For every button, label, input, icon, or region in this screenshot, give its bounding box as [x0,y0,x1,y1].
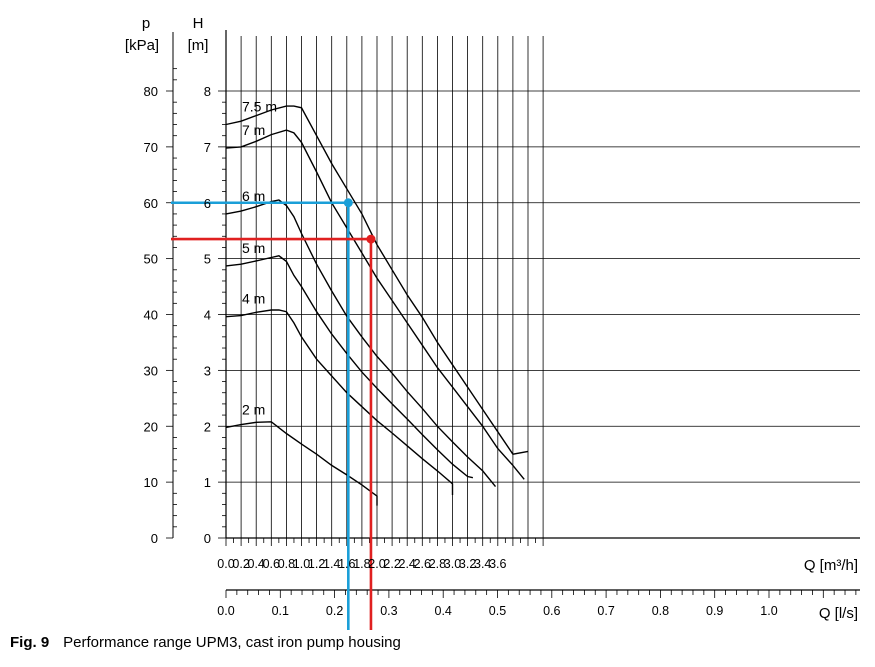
curve-label: 6 m [242,188,265,204]
pressure-axis-unit: [kPa] [125,37,159,54]
q-m3h-tick-label: 1.6 [338,557,355,571]
q-ls-tick-label: 0.1 [272,604,289,618]
curve-5-m [225,255,474,479]
curve-2-m [225,421,378,506]
q-ls-tick-label: 0.7 [597,604,614,618]
q-ls-tick-label: 1.0 [760,604,777,618]
q-m3h-tick-label: 1.2 [308,557,325,571]
q-m3h-tick-label: 0.2 [232,557,249,571]
q-m3h-tick-label: 2.0 [368,557,385,571]
head-tick-label: 0 [204,531,211,546]
q-m3h-tick-label: 0.8 [278,557,295,571]
axes [166,30,860,598]
figure-caption: Fig. 9 Performance range UPM3, cast iron … [10,634,401,651]
q-m3h-tick-label: 3.2 [459,557,476,571]
curves [225,105,529,506]
curve-label: 7 m [242,122,265,138]
grid [226,36,860,538]
curve-7-m [225,129,525,480]
head-tick-label: 4 [204,308,211,323]
head-tick-label: 1 [204,475,211,490]
performance-chart: 01234567801020304050607080p[kPa]H[m]0.00… [125,15,860,630]
head-tick-label: 2 [204,419,211,434]
labels: 01234567801020304050607080p[kPa]H[m]0.00… [125,15,858,622]
pressure-tick-label: 10 [144,475,158,490]
q-m3h-axis-label: Q [m³/h] [804,557,858,574]
q-ls-tick-label: 0.3 [380,604,397,618]
q-m3h-tick-label: 3.4 [474,557,491,571]
head-tick-label: 8 [204,84,211,99]
figure-title: Performance range UPM3, cast iron pump h… [63,634,401,651]
q-m3h-tick-label: 1.4 [323,557,340,571]
curve-label: 2 m [242,401,265,417]
head-axis-unit: [m] [188,37,209,54]
figure-number: Fig. 9 [10,634,50,651]
pressure-tick-label: 60 [144,196,158,211]
head-axis-symbol: H [193,15,204,32]
q-m3h-tick-label: 0.6 [263,557,280,571]
q-ls-axis-label: Q [l/s] [819,605,858,622]
q-ls-tick-label: 0.2 [326,604,343,618]
q-m3h-tick-label: 3.0 [444,557,461,571]
q-ls-tick-label: 0.6 [543,604,560,618]
head-tick-label: 6 [204,196,211,211]
head-tick-label: 7 [204,140,211,155]
curve-7-5-m [225,105,529,455]
pressure-axis-symbol: p [142,15,150,32]
q-ls-tick-label: 0.9 [706,604,723,618]
q-ls-tick-label: 0.4 [435,604,452,618]
curve-6-m [225,199,497,488]
curve-label: 7.5 m [242,99,277,115]
q-m3h-tick-label: 2.4 [399,557,416,571]
operating-point-markers [171,198,376,630]
curve-4-m [225,309,454,495]
curve-label: 4 m [242,291,265,307]
q-m3h-tick-label: 3.6 [489,557,506,571]
pressure-tick-label: 20 [144,419,158,434]
operating-point-dot [366,234,376,244]
q-ls-tick-label: 0.0 [217,604,234,618]
q-m3h-tick-label: 1.0 [293,557,310,571]
q-ls-tick-label: 0.8 [652,604,669,618]
q-m3h-tick-label: 2.8 [429,557,446,571]
q-m3h-tick-label: 1.8 [353,557,370,571]
pressure-tick-label: 70 [144,140,158,155]
pressure-tick-label: 50 [144,252,158,267]
q-m3h-tick-label: 2.6 [414,557,431,571]
pressure-tick-label: 40 [144,308,158,323]
q-m3h-tick-label: 0.0 [217,557,234,571]
curve-label: 5 m [242,240,265,256]
q-ls-tick-label: 0.5 [489,604,506,618]
operating-point-dot [343,198,353,208]
q-m3h-tick-label: 0.4 [248,557,265,571]
q-m3h-tick-label: 2.2 [383,557,400,571]
pressure-tick-label: 30 [144,363,158,378]
pressure-tick-label: 0 [151,531,158,546]
pressure-tick-label: 80 [144,84,158,99]
head-tick-label: 3 [204,363,211,378]
head-tick-label: 5 [204,252,211,267]
